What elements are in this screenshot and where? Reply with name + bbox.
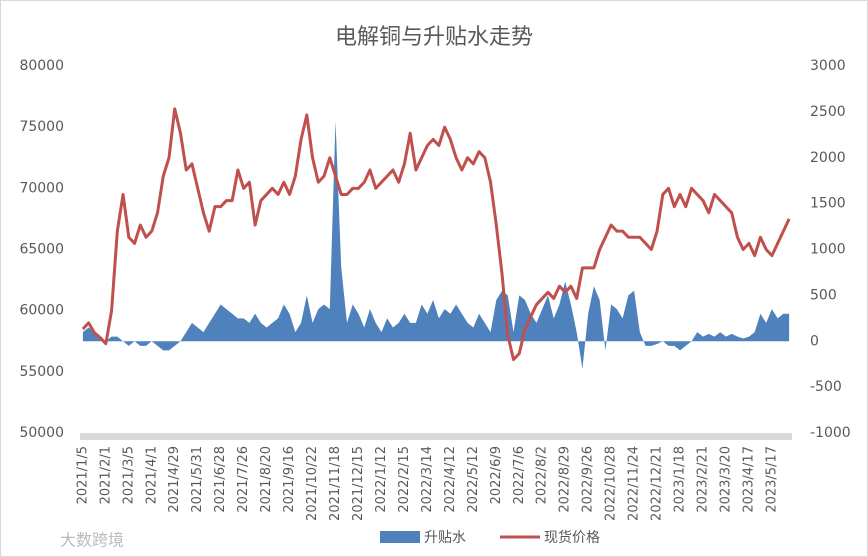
line — [81, 107, 791, 362]
watermark: 大数跨境 — [60, 531, 124, 550]
x-tick-label: 2021/11/18 — [328, 446, 343, 521]
y2-tick-label: -500 — [810, 379, 842, 395]
x-tick-label: 2021/3/5 — [121, 446, 136, 504]
x-tick-label: 2021/6/28 — [213, 446, 228, 513]
x-tick-label: 2022/9/26 — [581, 446, 596, 513]
chart-title: 电解铜与升贴水走势 — [335, 25, 533, 50]
legend-swatch — [380, 531, 420, 543]
area — [82, 121, 790, 369]
x-tick-label: 2022/8/29 — [558, 446, 573, 513]
y-tick-label: 75000 — [19, 119, 64, 135]
x-tick-label: 2022/10/28 — [604, 446, 619, 521]
x-tick-label: 2022/1/12 — [374, 446, 389, 513]
x-tick-label: 2022/7/6 — [512, 446, 527, 504]
y2-tick-label: 1000 — [810, 242, 846, 258]
x-tick-label: 2021/9/16 — [282, 446, 297, 513]
y-tick-label: 50000 — [19, 425, 64, 441]
x-tick-label: 2021/4/1 — [144, 446, 159, 504]
x-tick-label: 2022/6/9 — [489, 446, 504, 504]
x-tick-label: 2021/2/1 — [98, 446, 113, 504]
x-tick-label: 2021/4/29 — [167, 446, 182, 513]
y2-tick-label: 2000 — [810, 150, 846, 166]
x-axis-strip — [80, 433, 792, 440]
y2-tick-label: 500 — [810, 287, 837, 303]
x-tick-label: 2021/5/31 — [190, 446, 205, 513]
x-tick-label: 2022/8/2 — [535, 446, 550, 504]
legend-label: 升贴水 — [424, 530, 466, 546]
x-tick-label: 2022/11/24 — [627, 446, 642, 521]
x-tick-label: 2022/5/12 — [466, 446, 481, 513]
x-tick-label: 2023/4/17 — [741, 446, 756, 513]
x-tick-label: 2021/8/20 — [259, 446, 274, 513]
y2-tick-label: 1500 — [810, 196, 846, 212]
x-tick-label: 2022/2/15 — [397, 446, 412, 513]
x-tick-label: 2023/5/17 — [764, 446, 779, 513]
x-tick-label: 2021/7/26 — [236, 446, 251, 513]
y2-tick-label: 0 — [810, 333, 819, 349]
x-tick-label: 2021/1/5 — [75, 446, 90, 504]
x-tick-label: 2023/2/21 — [696, 446, 711, 513]
y2-tick-label: 2500 — [810, 104, 846, 120]
x-tick-label: 2022/4/12 — [443, 446, 458, 513]
y-tick-label: 65000 — [19, 242, 64, 258]
y2-tick-label: 3000 — [810, 58, 846, 74]
y-tick-label: 80000 — [19, 58, 64, 74]
x-tick-label: 2021/12/15 — [351, 446, 366, 521]
x-tick-label: 2022/3/14 — [420, 446, 435, 513]
x-tick-label: 2022/12/21 — [650, 446, 665, 521]
legend-label: 现货价格 — [544, 529, 600, 546]
x-tick-label: 2023/1/18 — [673, 446, 688, 513]
x-tick-label: 2021/10/22 — [305, 446, 320, 521]
y-tick-label: 60000 — [19, 303, 64, 319]
y-tick-label: 55000 — [19, 364, 64, 380]
y2-tick-label: -1000 — [810, 425, 851, 441]
x-tick-label: 2023/3/20 — [718, 446, 733, 513]
y-tick-label: 70000 — [19, 180, 64, 196]
